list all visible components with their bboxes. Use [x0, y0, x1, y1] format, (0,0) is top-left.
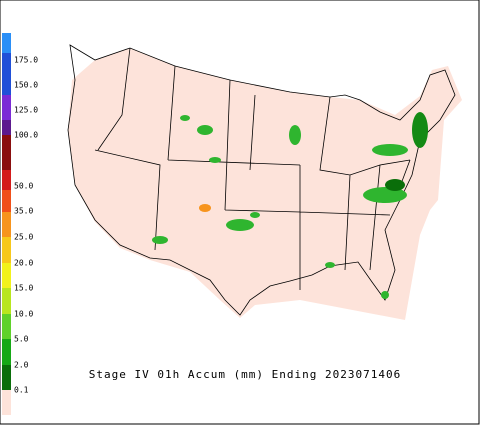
colorbar-label: 100.0	[14, 131, 38, 140]
colorbar-label: 150.0	[14, 81, 38, 90]
colorbar-label: 25.0	[14, 233, 33, 242]
analysis-area	[68, 48, 462, 320]
color-step	[2, 365, 11, 390]
precip-areas	[152, 112, 428, 299]
colorbar-label: 5.0	[14, 335, 29, 344]
map	[67, 44, 462, 320]
colorbar-label: 15.0	[14, 284, 33, 293]
colorbar-label: 35.0	[14, 207, 33, 216]
color-step	[2, 95, 11, 120]
colorbar-label: 0.1	[14, 386, 29, 395]
color-step	[2, 263, 11, 288]
colorbar-labels: 175.0 150.0 125.0 100.0 50.0 35.0 25.0 20.0 15.0…	[14, 56, 38, 395]
colorbar-label: 175.0	[14, 56, 38, 65]
color-step	[2, 120, 11, 135]
color-step	[2, 212, 11, 237]
color-step	[2, 237, 11, 263]
colorbar-label: 125.0	[14, 106, 38, 115]
color-step	[2, 190, 11, 212]
color-step	[2, 390, 11, 415]
color-step	[2, 135, 11, 170]
color-step	[2, 314, 11, 339]
colorbar-label: 10.0	[14, 310, 33, 319]
map-title: Stage IV 01h Accum (mm) Ending 202307140…	[89, 368, 402, 381]
color-step	[2, 170, 11, 190]
color-step	[2, 339, 11, 365]
colorbar-label: 50.0	[14, 182, 33, 191]
color-step	[2, 288, 11, 314]
state-lines	[94, 47, 411, 290]
us-outline	[67, 44, 456, 316]
color-step	[2, 53, 11, 95]
color-step	[2, 33, 11, 53]
colorbar	[2, 33, 11, 415]
colorbar-label: 20.0	[14, 259, 33, 268]
colorbar-label: 2.0	[14, 361, 29, 370]
